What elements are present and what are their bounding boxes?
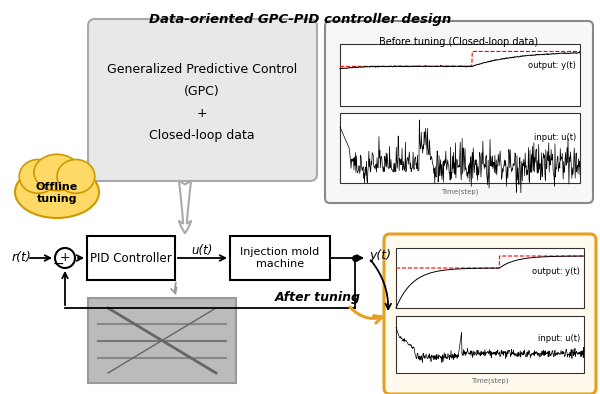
Text: Time(step): Time(step)	[471, 378, 509, 385]
Text: output: y(t): output: y(t)	[532, 268, 580, 277]
Ellipse shape	[15, 166, 99, 218]
Text: +: +	[59, 251, 70, 264]
FancyBboxPatch shape	[325, 21, 593, 203]
Bar	[396, 248, 584, 308]
Ellipse shape	[19, 160, 57, 193]
Bar	[340, 113, 580, 183]
Text: PID Controller: PID Controller	[90, 251, 172, 264]
Text: −: −	[52, 256, 64, 271]
Text: r(t): r(t)	[12, 251, 32, 264]
Circle shape	[55, 248, 75, 268]
Bar	[396, 316, 584, 373]
Bar	[87, 236, 175, 280]
Text: Before tuning (Closed-loop data): Before tuning (Closed-loop data)	[379, 37, 539, 47]
Text: output: y(t): output: y(t)	[528, 61, 576, 70]
Text: y(t): y(t)	[369, 249, 391, 262]
Text: Offline
tuning: Offline tuning	[36, 182, 78, 204]
Text: input: u(t): input: u(t)	[538, 334, 580, 343]
FancyBboxPatch shape	[384, 234, 596, 394]
Text: input: u(t): input: u(t)	[534, 133, 576, 142]
Text: Injection mold
machine: Injection mold machine	[241, 247, 320, 269]
Ellipse shape	[34, 154, 80, 191]
Text: Data-oriented GPC-PID controller design: Data-oriented GPC-PID controller design	[149, 13, 451, 26]
Text: Time(step): Time(step)	[441, 188, 479, 195]
Text: After tuning: After tuning	[275, 292, 361, 305]
Ellipse shape	[57, 160, 95, 193]
Text: u(t): u(t)	[192, 243, 213, 256]
FancyBboxPatch shape	[88, 19, 317, 181]
Text: Generalized Predictive Control
(GPC)
+
Closed-loop data: Generalized Predictive Control (GPC) + C…	[107, 63, 297, 141]
Bar	[230, 236, 330, 280]
Bar	[340, 44, 580, 106]
Bar	[88, 298, 236, 383]
